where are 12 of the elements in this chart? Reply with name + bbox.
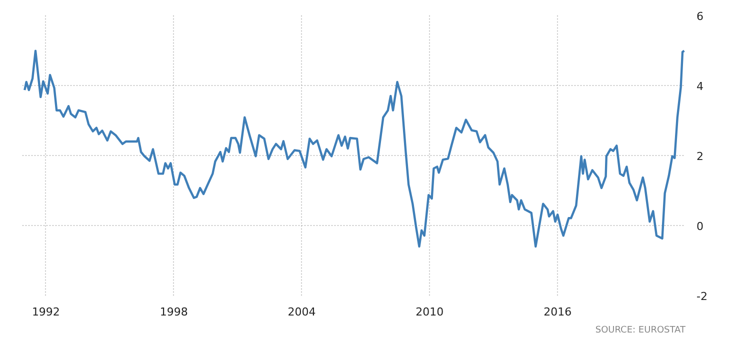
x-tick-label: 2004 — [288, 306, 316, 318]
x-tick-label: 1998 — [160, 306, 188, 318]
x-tick-label: 2010 — [416, 306, 444, 318]
y-tick-label: 6 — [696, 10, 704, 23]
y-tick-label: 0 — [696, 220, 704, 233]
y-tick-label: 4 — [696, 80, 704, 93]
source-note: SOURCE: EUROSTAT — [595, 326, 686, 336]
x-tick-label: 2016 — [544, 306, 572, 318]
y-tick-label: -2 — [696, 290, 708, 303]
x-tick-label: 1992 — [32, 306, 60, 318]
line-series — [24, 50, 686, 248]
y-tick-label: 2 — [696, 150, 704, 163]
